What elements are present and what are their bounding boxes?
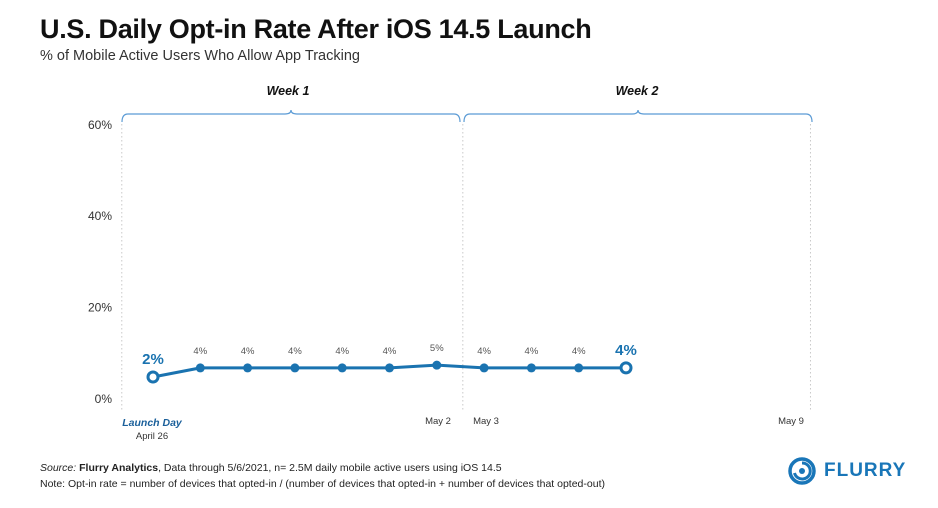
data-label: 4% [383, 346, 397, 357]
source-name: Flurry Analytics [79, 462, 159, 474]
period-label: Week 1 [267, 84, 310, 98]
data-point [526, 363, 536, 373]
x-tick-label: May 3 [473, 416, 499, 427]
chart-title: U.S. Daily Opt-in Rate After iOS 14.5 La… [40, 14, 592, 44]
data-point [195, 363, 205, 373]
data-point [337, 363, 347, 373]
data-label: 4% [288, 346, 302, 357]
flurry-logo: FLURRY [788, 457, 906, 485]
data-label: 4% [193, 346, 207, 357]
flurry-swirl-icon [788, 457, 816, 485]
data-point [385, 363, 394, 373]
data-point [619, 361, 633, 375]
data-label: 4% [335, 346, 349, 357]
data-point [432, 360, 442, 370]
footnote: Note: Opt-in rate = number of devices th… [40, 478, 605, 490]
data-label: 2% [142, 351, 164, 368]
x-tick-label: May 9 [778, 416, 804, 427]
y-tick-label: 40% [88, 209, 112, 223]
data-point [290, 363, 300, 373]
data-label: 4% [525, 346, 539, 357]
data-label: 4% [477, 346, 491, 357]
chart-subtitle: % of Mobile Active Users Who Allow App T… [40, 48, 360, 64]
source-label: Source: [40, 462, 77, 474]
y-tick-label: 60% [88, 118, 112, 132]
data-label: 4% [615, 342, 637, 359]
data-label: 4% [241, 346, 255, 357]
y-tick-label: 20% [88, 301, 112, 315]
period-bracket [463, 109, 813, 123]
x-tick-label: Launch Day [122, 417, 183, 429]
y-tick-label: 0% [95, 392, 113, 406]
data-label: 5% [430, 343, 444, 354]
data-point [574, 363, 584, 373]
period-bracket [121, 109, 461, 123]
source-note: Source: Flurry Analytics, Data through 5… [40, 462, 502, 474]
data-label: 4% [572, 346, 586, 357]
source-detail: , Data through 5/6/2021, n= 2.5M daily m… [158, 462, 502, 474]
logo-text: FLURRY [824, 460, 907, 481]
data-point [146, 370, 160, 384]
x-tick-sublabel: April 26 [136, 431, 168, 442]
x-tick-label: May 2 [425, 416, 451, 427]
data-point [243, 363, 253, 373]
period-label: Week 2 [616, 84, 659, 98]
data-point [479, 363, 489, 373]
